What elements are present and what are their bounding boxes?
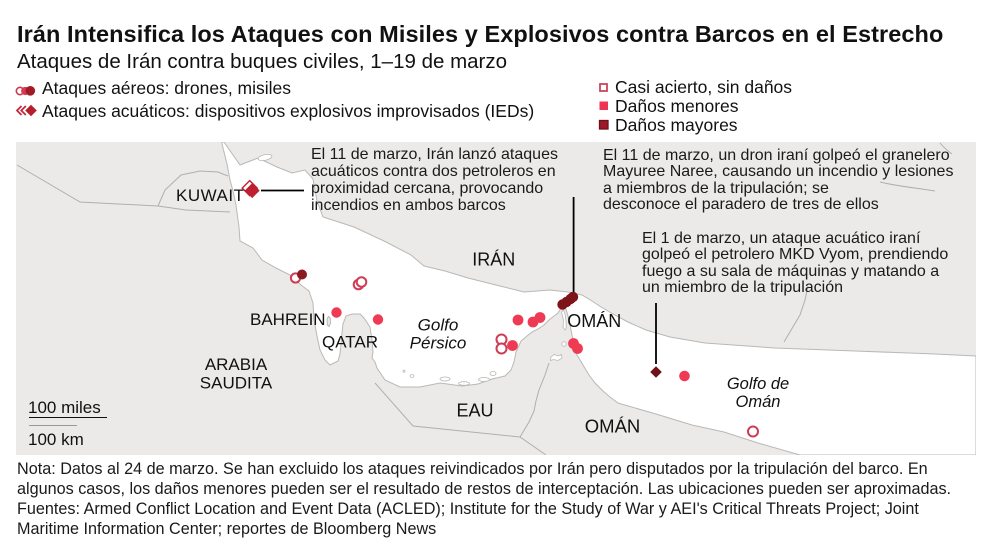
svg-text:Golfo de: Golfo de	[727, 375, 789, 393]
svg-text:Golfo: Golfo	[418, 316, 459, 335]
svg-text:Omán: Omán	[736, 393, 781, 411]
svg-text:BAHREIN: BAHREIN	[250, 310, 326, 329]
svg-text:OMÁN: OMÁN	[567, 311, 621, 331]
svg-text:SAUDITA: SAUDITA	[200, 374, 273, 393]
svg-text:ARABIA: ARABIA	[205, 355, 268, 374]
svg-text:OMÁN: OMÁN	[585, 416, 641, 437]
svg-text:KUWAIT: KUWAIT	[176, 186, 244, 205]
svg-text:EAU: EAU	[457, 401, 494, 421]
svg-text:Pérsico: Pérsico	[410, 334, 467, 353]
svg-text:QATAR: QATAR	[322, 333, 378, 352]
svg-text:IRÁN: IRÁN	[472, 250, 515, 270]
